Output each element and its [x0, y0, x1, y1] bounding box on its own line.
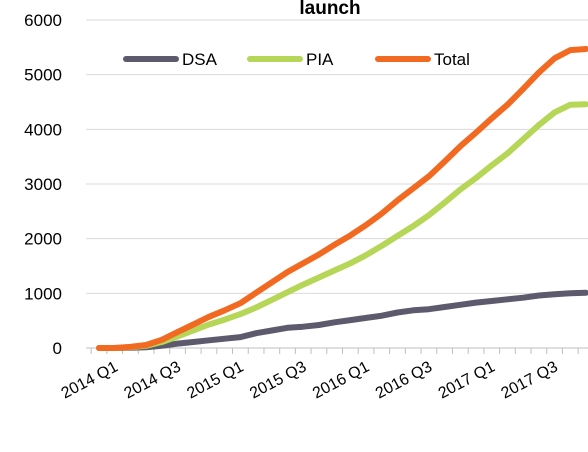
y-tick-label: 5000	[24, 66, 62, 85]
x-tick-label: 2014 Q3	[122, 358, 184, 402]
legend: DSA PIA Total	[123, 50, 470, 69]
x-tick-label: 2015 Q3	[247, 358, 309, 402]
y-tick-label: 0	[53, 339, 62, 358]
series-lines	[96, 46, 588, 351]
x-tick-label: 2016 Q3	[373, 358, 435, 402]
x-tick-label: 2014 Q1	[59, 358, 121, 402]
x-tick-labels: 2014 Q1 2014 Q3 2015 Q1 2015 Q3 2016 Q1 2016 …	[59, 358, 561, 402]
y-tick-label: 3000	[24, 175, 62, 194]
gridlines	[86, 19, 588, 294]
series-line-total	[96, 46, 588, 351]
legend-label-pia: PIA	[306, 50, 334, 69]
x-tick-label: 2016 Q1	[310, 358, 372, 402]
y-tick-label: 2000	[24, 230, 62, 249]
y-tick-labels: 0 1000 2000 3000 4000 5000 6000	[24, 11, 62, 358]
x-tick-label: 2015 Q1	[184, 358, 246, 402]
x-tick-label: 2017 Q1	[436, 358, 498, 402]
chart-title: launch	[299, 0, 360, 19]
series-line-pia	[96, 101, 588, 351]
x-tick-label: 2017 Q3	[499, 358, 561, 402]
y-tick-label: 1000	[24, 284, 62, 303]
series-line-dsa	[96, 289, 588, 351]
axes	[86, 347, 588, 354]
legend-label-total: Total	[434, 50, 470, 69]
legend-label-dsa: DSA	[182, 50, 218, 69]
y-tick-label: 4000	[24, 120, 62, 139]
y-tick-label: 6000	[24, 11, 62, 30]
